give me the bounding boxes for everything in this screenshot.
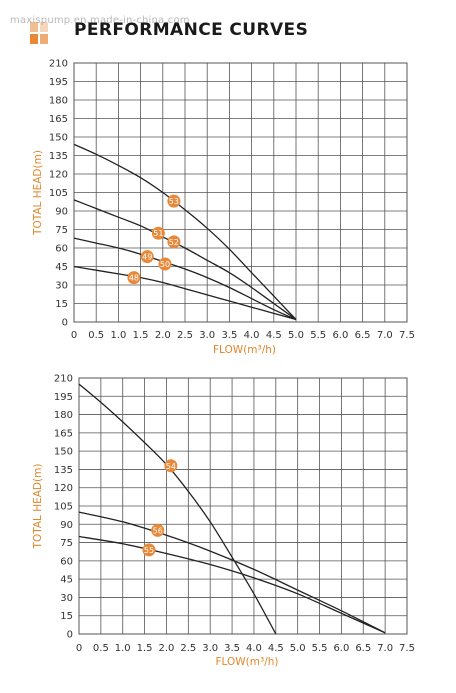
x-tick-label: 5.0 — [290, 643, 306, 654]
x-tick-label: 0 — [71, 330, 77, 341]
x-tick-label: 6.0 — [332, 330, 348, 341]
page-title: PERFORMANCE CURVES — [74, 20, 309, 40]
x-tick-label: 0 — [76, 643, 82, 654]
series-label-50: 50 — [160, 260, 170, 269]
y-tick-label: 150 — [49, 133, 68, 144]
series-line-54 — [78, 383, 277, 635]
series-label-52: 52 — [169, 238, 179, 247]
x-tick-label: 5.5 — [312, 643, 328, 654]
y-tick-label: 75 — [55, 225, 68, 236]
x-tick-label: 3.0 — [202, 643, 218, 654]
series-label-53: 53 — [169, 197, 179, 206]
series-badge-48 — [127, 271, 141, 285]
watermark-text: maxispump.en.made-in-china.com — [10, 15, 190, 26]
y-tick-label: 135 — [54, 465, 73, 476]
x-tick-label: 4.0 — [244, 330, 260, 341]
y-tick-label: 120 — [49, 170, 68, 181]
series-badge-51 — [151, 226, 165, 240]
x-tick-label: 1.0 — [115, 643, 131, 654]
series-line-56 — [78, 511, 386, 634]
performance-chart-top: 0 15 30 45 60 75 90 105 120 135 150 165 180 195 210 0 0.… — [32, 59, 415, 357]
y-tick-label: 210 — [54, 374, 73, 385]
series-badge-53 — [167, 194, 181, 208]
y-tick-label: 105 — [49, 188, 68, 199]
x-tick-label: 6.0 — [333, 643, 349, 654]
series-label-54: 54 — [166, 462, 176, 471]
y-tick-label: 90 — [55, 207, 68, 218]
x-tick-label: 6.5 — [355, 330, 371, 341]
x-tick-label: 4.5 — [268, 643, 284, 654]
series-badge-54 — [164, 459, 178, 473]
series-label-56: 56 — [153, 526, 163, 535]
y-tick-label: 75 — [60, 538, 73, 549]
series-label-48: 48 — [129, 274, 139, 283]
x-tick-label: 4.5 — [266, 330, 282, 341]
x-tick-label: 7.5 — [399, 643, 415, 654]
y-tick-label: 135 — [49, 151, 68, 162]
brand-logo-icon — [30, 22, 48, 44]
y-tick-label: 210 — [49, 59, 68, 70]
y-tick-label: 15 — [55, 299, 68, 310]
y-tick-label: 90 — [60, 520, 73, 531]
x-tick-label: 2.5 — [180, 643, 196, 654]
y-tick-label: 15 — [60, 611, 73, 622]
y-tick-label: 60 — [55, 244, 68, 255]
x-tick-label: 0.5 — [88, 330, 104, 341]
x-tick-label: 2.0 — [159, 643, 175, 654]
x-tick-label: 3.5 — [224, 643, 240, 654]
y-tick-label: 30 — [60, 593, 73, 604]
y-axis-title: TOTAL HEAD(m) — [32, 464, 44, 550]
y-tick-label: 60 — [60, 556, 73, 567]
x-tick-label: 4.0 — [246, 643, 262, 654]
y-tick-label: 150 — [54, 447, 73, 458]
series-label-55: 55 — [144, 546, 154, 555]
x-tick-label: 3.0 — [199, 330, 215, 341]
x-tick-label: 7.0 — [377, 330, 393, 341]
y-tick-label: 195 — [49, 77, 68, 88]
x-tick-label: 6.5 — [355, 643, 371, 654]
y-tick-label: 165 — [49, 114, 68, 125]
series-badge-55 — [142, 543, 156, 557]
series-line-48 — [73, 265, 297, 321]
y-tick-label: 0 — [62, 318, 68, 329]
x-tick-label: 3.5 — [221, 330, 237, 341]
x-tick-label: 1.0 — [110, 330, 126, 341]
series-line-53 — [73, 143, 297, 320]
series-line-51 — [73, 199, 297, 321]
y-tick-label: 105 — [54, 502, 73, 513]
x-tick-label: 7.0 — [377, 643, 393, 654]
y-tick-label: 120 — [54, 483, 73, 494]
x-tick-label: 2.0 — [155, 330, 171, 341]
x-axis-title: FLOW(m³/h) — [213, 344, 276, 356]
series-badge-50 — [158, 257, 172, 271]
x-tick-label: 0.5 — [93, 643, 109, 654]
series-line-49 — [73, 237, 297, 321]
series-badge-49 — [140, 250, 154, 264]
x-tick-label: 7.5 — [399, 330, 415, 341]
x-tick-label: 1.5 — [133, 330, 149, 341]
x-tick-label: 1.5 — [137, 643, 153, 654]
y-tick-label: 195 — [54, 392, 73, 403]
performance-chart-bottom: 0 15 30 45 60 75 90 105 120 135 150 165 180 195 210 0 0.… — [32, 374, 415, 669]
series-label-51: 51 — [153, 229, 163, 238]
series-line-55 — [78, 535, 386, 634]
y-tick-label: 165 — [54, 428, 73, 439]
y-tick-label: 45 — [60, 575, 73, 586]
x-tick-label: 5.0 — [288, 330, 304, 341]
series-badge-56 — [151, 523, 165, 537]
y-tick-label: 45 — [55, 262, 68, 273]
series-label-49: 49 — [142, 253, 152, 262]
x-tick-label: 5.5 — [310, 330, 326, 341]
y-tick-label: 180 — [49, 96, 68, 107]
x-tick-label: 2.5 — [177, 330, 193, 341]
series-badge-52 — [167, 235, 181, 249]
y-tick-label: 180 — [54, 410, 73, 421]
y-tick-label: 30 — [55, 281, 68, 292]
y-axis-title: TOTAL HEAD(m) — [32, 150, 44, 236]
x-axis-title: FLOW(m³/h) — [216, 656, 279, 668]
y-tick-label: 0 — [67, 630, 73, 641]
